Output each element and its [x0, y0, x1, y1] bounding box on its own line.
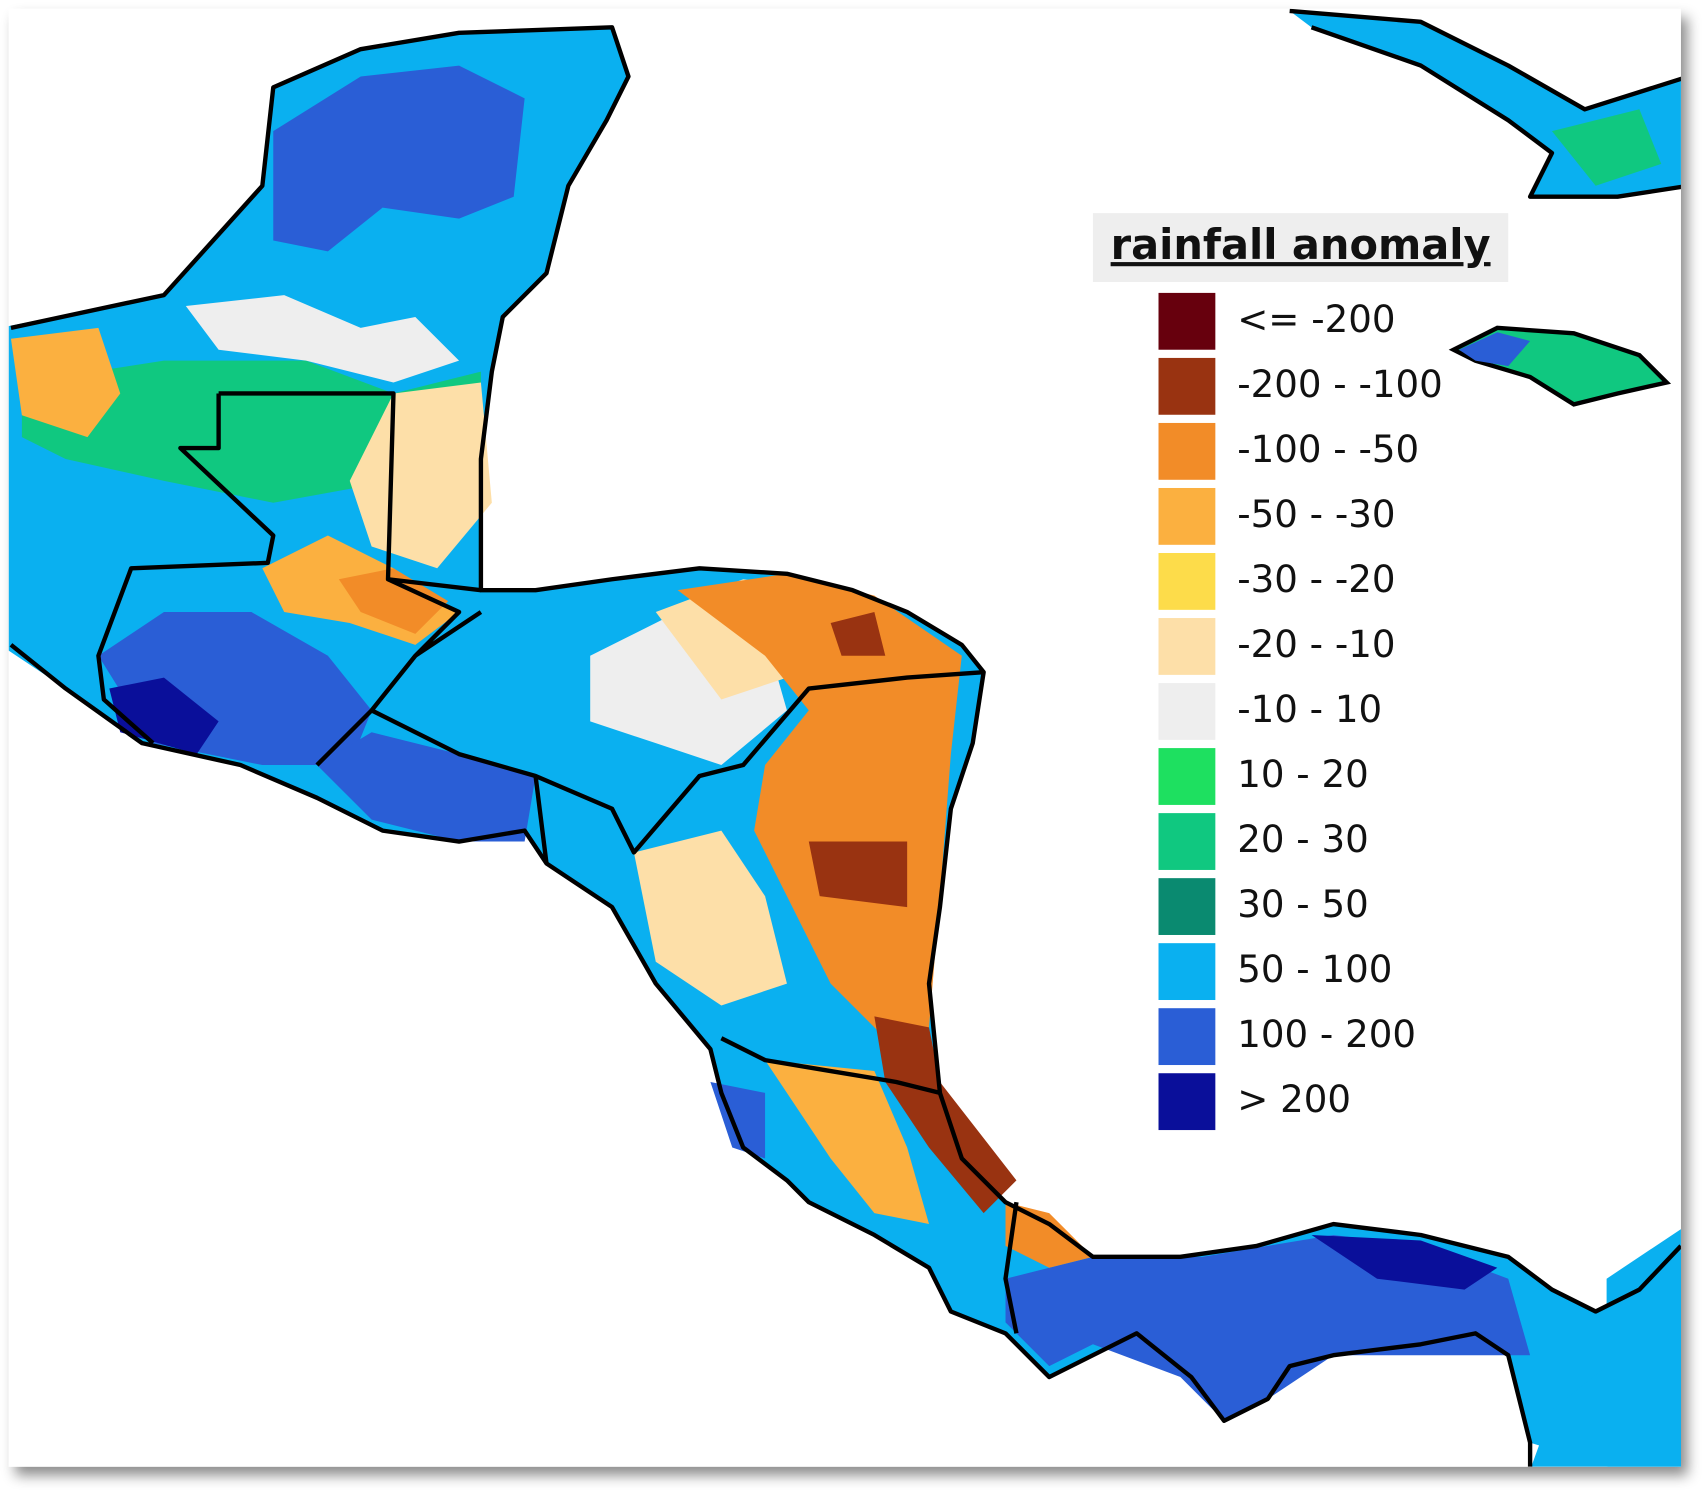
zone [1005, 1202, 1093, 1268]
zone [10, 327, 121, 438]
legend-swatch [1158, 357, 1216, 415]
legend: <= -200 -200 - -100 -100 - -50 -50 - -30 -30… [1158, 292, 1443, 1131]
legend-swatch [1158, 683, 1216, 740]
zone [349, 382, 492, 569]
coastline [1289, 8, 1681, 199]
legend-swatch [1158, 553, 1216, 610]
legend-label: -20 - -10 [1237, 623, 1395, 666]
zone [765, 1060, 930, 1225]
map-land [8, 8, 1681, 1467]
zone [273, 65, 525, 252]
country-border [96, 391, 1019, 1334]
legend-swatch [1158, 943, 1216, 1001]
legend-label: -200 - -100 [1237, 363, 1443, 406]
legend-title-box [1092, 213, 1509, 282]
legend-label: -100 - -50 [1237, 428, 1419, 471]
legend-swatch [1158, 1073, 1216, 1131]
legend-label: 100 - 200 [1237, 1013, 1416, 1056]
zone [316, 732, 536, 842]
legend-label: 20 - 30 [1237, 818, 1369, 861]
legend-swatch [1158, 487, 1216, 545]
land [1531, 1229, 1681, 1467]
zone [808, 612, 1017, 1214]
legend-label: -30 - -20 [1237, 558, 1395, 601]
coastline [10, 25, 1681, 1314]
legend-label: <= -200 [1237, 298, 1395, 341]
zone [1311, 1234, 1498, 1290]
zone [677, 573, 962, 1050]
legend-swatch [1158, 1008, 1216, 1066]
zone [109, 677, 219, 755]
legend-label: 50 - 100 [1237, 948, 1392, 991]
legend-label: 30 - 50 [1237, 883, 1369, 926]
legend-label: -10 - 10 [1237, 688, 1382, 731]
legend-label: 10 - 20 [1237, 753, 1369, 796]
zone [1551, 109, 1662, 186]
zone [185, 295, 460, 383]
zone [633, 830, 787, 1006]
coastline [9, 643, 1533, 1467]
legend-swatch [1158, 813, 1216, 870]
legend-swatch [1158, 748, 1216, 805]
legend-swatch [1158, 422, 1216, 480]
legend-swatch [1158, 618, 1216, 675]
legend-title: rainfall anomaly [1111, 220, 1491, 269]
legend-label: > 200 [1237, 1078, 1351, 1121]
legend-swatch [1158, 292, 1216, 350]
zone [1459, 332, 1531, 367]
legend-label: -50 - -30 [1237, 493, 1395, 536]
legend-swatch [1158, 878, 1216, 935]
